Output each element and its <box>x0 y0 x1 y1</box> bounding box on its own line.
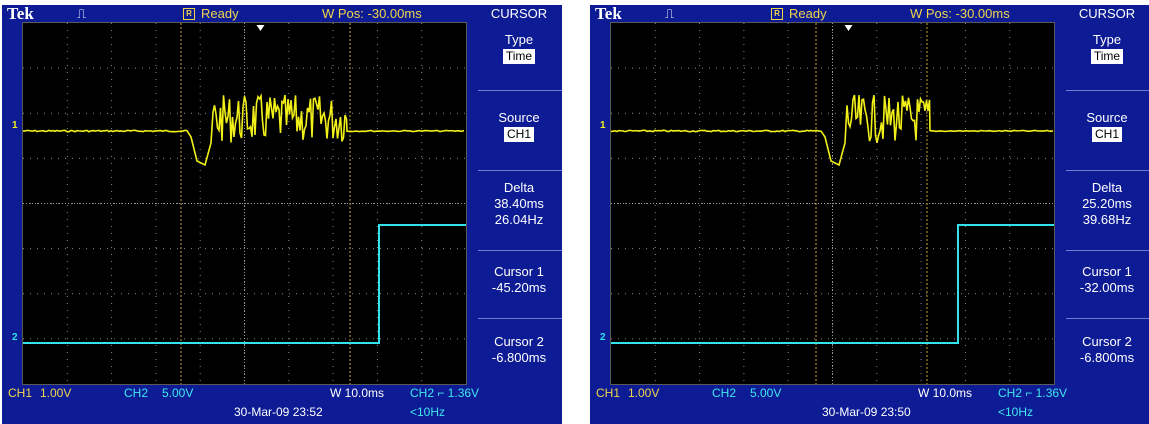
menu-item-type[interactable]: Type Time <box>478 32 560 64</box>
type-label: Type <box>1092 32 1122 47</box>
delta-frequency: 26.04Hz <box>494 212 544 227</box>
cursor1-label: Cursor 1 <box>1082 264 1132 279</box>
trigger-frequency: <10Hz <box>998 405 1034 419</box>
type-label: Type <box>504 32 534 47</box>
cursor-side-menu: Type Time Source CH1 Delta 38.40ms 26.04… <box>476 22 562 400</box>
ch1-waveform <box>23 93 465 167</box>
source-value: CH1 <box>503 127 534 142</box>
menu-divider <box>478 318 562 319</box>
menu-divider <box>1066 250 1149 251</box>
delta-time: 38.40ms <box>494 196 544 211</box>
delta-label: Delta <box>1091 180 1123 195</box>
menu-divider <box>1066 170 1149 171</box>
delta-time: 25.20ms <box>1082 196 1132 211</box>
timebase: W 10.0ms <box>330 386 385 400</box>
date-time: 30-Mar-09 23:52 <box>234 405 323 419</box>
date-time: 30-Mar-09 23:50 <box>822 405 911 419</box>
cursor1-label: Cursor 1 <box>494 264 544 279</box>
date-bar: 30-Mar-09 23:52 <10Hz <box>2 404 562 420</box>
menu-divider <box>478 90 562 91</box>
waveform-graticule <box>610 22 1055 385</box>
waveform-plot <box>23 23 466 384</box>
run-state-icon: R <box>771 8 783 20</box>
delta-frequency: 39.68Hz <box>1082 212 1132 227</box>
cursor2-label: Cursor 2 <box>1082 334 1132 349</box>
ch1-scale: 1.00V <box>628 386 660 400</box>
menu-item-source[interactable]: Source CH1 <box>1066 110 1148 142</box>
timebase: W 10.0ms <box>918 386 973 400</box>
menu-title: CURSOR <box>1078 6 1136 21</box>
menu-item-cursor2[interactable]: Cursor 2 -6.800ms <box>478 334 560 366</box>
brand-logo: Tek <box>7 4 34 23</box>
run-state-icon: R <box>183 8 195 20</box>
date-bar: 30-Mar-09 23:50 <10Hz <box>590 404 1149 420</box>
menu-divider <box>478 170 562 171</box>
trigger-position-marker <box>844 25 853 31</box>
type-value: Time <box>1090 49 1124 64</box>
top-status-bar: Tek ⎍ R Ready W Pos: -30.00ms <box>2 4 475 23</box>
oscilloscope-screen-right: Tek ⎍ R Ready W Pos: -30.00ms CURSOR 1 2… <box>590 5 1149 424</box>
ch1-label: CH1 <box>596 386 621 400</box>
acquisition-status: Ready <box>789 6 827 21</box>
menu-item-cursor2[interactable]: Cursor 2 -6.800ms <box>1066 334 1148 366</box>
acquire-mode-icon: ⎍ <box>77 6 87 21</box>
cursor2-value: -6.800ms <box>491 350 547 365</box>
menu-divider <box>478 250 562 251</box>
acquisition-status: Ready <box>201 6 239 21</box>
trigger-setting: CH2 ⌐ 1.36V <box>410 386 480 400</box>
cursor1-value: -45.20ms <box>491 280 547 295</box>
top-status-bar: Tek ⎍ R Ready W Pos: -30.00ms <box>590 4 1063 23</box>
ch2-label: CH2 <box>712 386 737 400</box>
ch2-ground-marker: 2 <box>600 332 606 343</box>
waveform-graticule <box>22 22 467 385</box>
window-position: W Pos: -30.00ms <box>322 6 422 21</box>
source-label: Source <box>498 110 540 125</box>
menu-title: CURSOR <box>490 6 548 21</box>
ch1-ground-marker: 1 <box>12 120 18 131</box>
menu-item-delta: Delta 38.40ms 26.04Hz <box>478 180 560 228</box>
trigger-frequency: <10Hz <box>410 405 446 419</box>
ch2-scale: 5.00V <box>162 386 194 400</box>
acquire-mode-icon: ⎍ <box>665 6 675 21</box>
ch2-waveform <box>23 224 466 344</box>
menu-item-type[interactable]: Type Time <box>1066 32 1148 64</box>
menu-item-cursor1[interactable]: Cursor 1 -32.00ms <box>1066 264 1148 296</box>
menu-item-delta: Delta 25.20ms 39.68Hz <box>1066 180 1148 228</box>
menu-item-cursor1[interactable]: Cursor 1 -45.20ms <box>478 264 560 296</box>
cursor2-value: -6.800ms <box>1079 350 1135 365</box>
ch1-ground-marker: 1 <box>600 120 606 131</box>
cursor-side-menu: Type Time Source CH1 Delta 25.20ms 39.68… <box>1064 22 1149 400</box>
bottom-status-bar: CH1 1.00V CH2 5.00V W 10.0ms CH2 ⌐ 1.36V <box>590 385 1149 401</box>
ch1-scale: 1.00V <box>40 386 72 400</box>
ch1-waveform <box>611 94 1054 167</box>
ch2-waveform <box>611 224 1054 344</box>
type-value: Time <box>502 49 536 64</box>
trigger-position-marker <box>256 25 265 31</box>
menu-divider <box>1066 318 1149 319</box>
menu-item-source[interactable]: Source CH1 <box>478 110 560 142</box>
source-label: Source <box>1086 110 1128 125</box>
ch2-label: CH2 <box>124 386 149 400</box>
ch2-ground-marker: 2 <box>12 332 18 343</box>
delta-label: Delta <box>503 180 535 195</box>
bottom-status-bar: CH1 1.00V CH2 5.00V W 10.0ms CH2 ⌐ 1.36V <box>2 385 562 401</box>
ch1-label: CH1 <box>8 386 33 400</box>
ch2-scale: 5.00V <box>750 386 782 400</box>
brand-logo: Tek <box>595 4 622 23</box>
window-position: W Pos: -30.00ms <box>910 6 1010 21</box>
source-value: CH1 <box>1091 127 1122 142</box>
waveform-plot <box>611 23 1054 384</box>
trigger-setting: CH2 ⌐ 1.36V <box>998 386 1068 400</box>
cursor1-value: -32.00ms <box>1079 280 1135 295</box>
cursor2-label: Cursor 2 <box>494 334 544 349</box>
menu-divider <box>1066 90 1149 91</box>
oscilloscope-screen-left: Tek ⎍ R Ready W Pos: -30.00ms CURSOR 1 2… <box>2 5 562 424</box>
